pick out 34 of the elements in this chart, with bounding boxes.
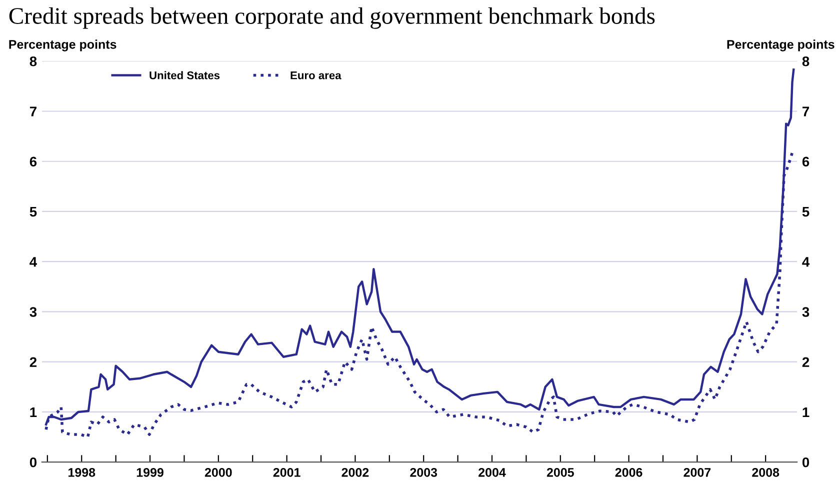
- x-tick-label: 2001: [273, 468, 300, 477]
- y-tick-label: 4: [30, 257, 38, 267]
- x-tick-label: 2007: [684, 468, 711, 477]
- y-tick-label: 7: [30, 106, 36, 116]
- x-tick-label: 2004: [478, 468, 506, 477]
- y-tick-label: 0: [30, 457, 37, 468]
- x-tick-label: 2002: [342, 468, 369, 477]
- legend-label: United States: [150, 71, 220, 80]
- y2-tick-label: 8: [802, 56, 810, 66]
- x-tick-label: 1998: [68, 468, 96, 477]
- chart-title: Credit spreads between corporate and government benchmark bonds: [9, 7, 655, 29]
- x-tick-label: 2008: [752, 468, 780, 477]
- x-tick-label: 2006: [615, 468, 642, 477]
- y2-tick-label: 2: [802, 357, 810, 367]
- x-tick-label: 2003: [410, 468, 438, 477]
- y2-tick-label: 1: [802, 407, 810, 418]
- y2-tick-label: 6: [802, 156, 810, 167]
- y-axis-title: Percentage points: [9, 40, 116, 52]
- y-tick-label: 8: [30, 56, 37, 66]
- x-tick-label: 2005: [546, 468, 574, 477]
- y2-tick-label: 4: [802, 257, 810, 267]
- y-tick-label: 6: [30, 156, 37, 167]
- y-tick-label: 1: [30, 407, 37, 418]
- x-tick-label: 1999: [136, 468, 164, 477]
- y2-tick-label: 7: [802, 106, 810, 116]
- y2-tick-label: 0: [802, 457, 810, 468]
- y-tick-label: 3: [30, 307, 37, 317]
- legend-label: Euro area: [290, 72, 342, 80]
- y-tick-label: 5: [30, 206, 37, 217]
- y2-tick-label: 3: [802, 307, 810, 317]
- y2-axis-title: Percentage points: [727, 40, 834, 52]
- y-tick-label: 2: [30, 357, 37, 367]
- x-tick-label: 2000: [204, 468, 232, 477]
- y2-tick-label: 5: [802, 206, 810, 217]
